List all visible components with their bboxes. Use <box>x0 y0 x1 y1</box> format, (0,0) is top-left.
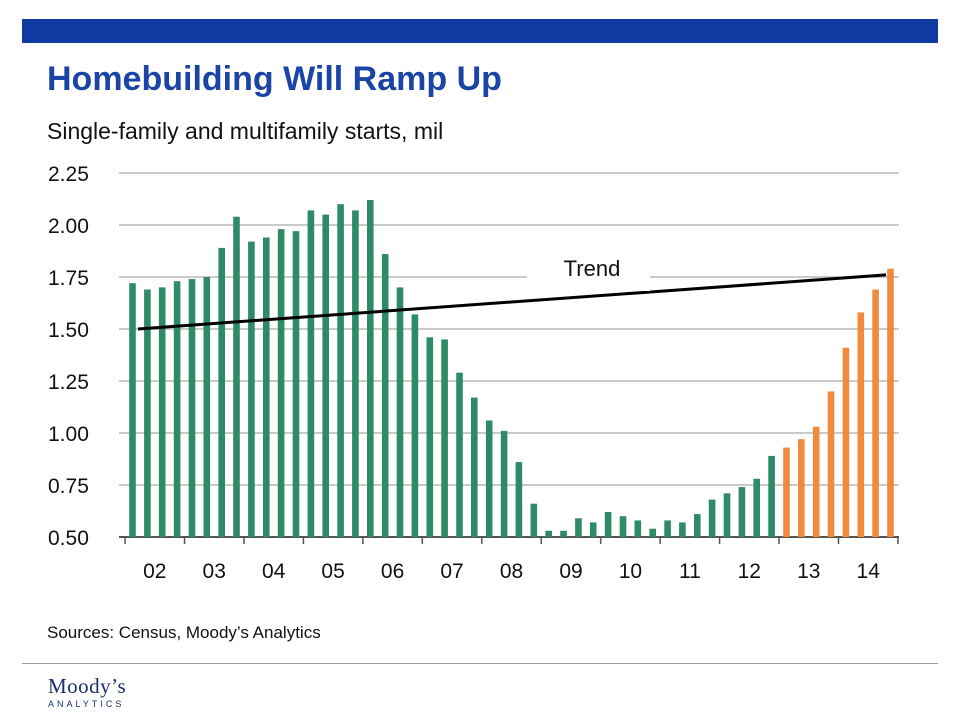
actual-bar <box>218 247 225 537</box>
actual-bar <box>426 337 434 537</box>
footer-divider <box>22 663 938 664</box>
trend-label-background <box>527 255 650 291</box>
actual-bar <box>322 214 329 537</box>
y-tick-label: 0.75 <box>48 475 89 498</box>
actual-bar <box>768 455 775 537</box>
actual-bar <box>723 493 731 537</box>
forecast-bar <box>887 268 894 537</box>
x-tick-label: 09 <box>559 560 582 583</box>
logo-wordmark: Moody’s <box>48 674 127 698</box>
actual-bar <box>738 487 746 537</box>
actual-bar <box>500 430 508 537</box>
forecast-bar <box>798 439 805 537</box>
actual-bar <box>708 499 716 537</box>
actual-bar <box>158 287 166 537</box>
x-tick-label: 07 <box>440 560 463 583</box>
actual-bar <box>664 520 671 537</box>
forecast-bar <box>857 312 865 537</box>
actual-bar <box>277 229 285 537</box>
actual-bar <box>545 530 552 537</box>
x-tick-label: 04 <box>262 560 286 583</box>
actual-bar <box>575 518 582 537</box>
actual-bar <box>441 339 448 537</box>
actual-bar <box>694 514 701 537</box>
actual-bar <box>649 528 656 537</box>
actual-bar <box>471 397 478 537</box>
x-tick-label: 13 <box>797 560 820 583</box>
y-tick-label: 2.00 <box>48 215 89 238</box>
actual-bar <box>144 289 151 537</box>
actual-bar <box>337 204 344 537</box>
actual-bar <box>604 512 612 537</box>
y-tick-label: 0.50 <box>48 527 89 550</box>
x-tick-label: 14 <box>857 560 881 583</box>
x-tick-label: 06 <box>381 560 404 583</box>
actual-bar <box>129 283 136 537</box>
x-tick-label: 05 <box>321 560 344 583</box>
sources-note: Sources: Census, Moody’s Analytics <box>47 623 321 642</box>
actual-bar <box>292 231 300 537</box>
actual-bar <box>515 462 523 537</box>
actual-bar <box>530 503 538 537</box>
x-tick-label: 11 <box>679 560 701 583</box>
header-bar <box>22 19 938 43</box>
forecast-bar <box>812 426 820 537</box>
company-logo: Moody’s ANALYTICS <box>48 674 127 710</box>
chart-subtitle: Single-family and multifamily starts, mi… <box>47 118 444 144</box>
forecast-bar <box>872 289 879 537</box>
trend-line <box>137 273 887 331</box>
forecast-bar <box>842 347 850 537</box>
x-tick-label: 10 <box>619 560 642 583</box>
actual-bar <box>367 200 374 537</box>
x-tick-label: 08 <box>500 560 523 583</box>
actual-bar <box>248 241 255 537</box>
actual-bar <box>411 314 419 537</box>
actual-bar <box>679 522 686 537</box>
y-tick-label: 1.75 <box>48 267 89 290</box>
y-tick-label: 1.00 <box>48 423 89 446</box>
actual-bar <box>485 420 493 537</box>
actual-bar <box>396 287 404 537</box>
actual-bar <box>634 520 642 537</box>
actual-bar <box>307 210 315 537</box>
y-tick-label: 2.25 <box>48 163 89 186</box>
actual-bar <box>560 530 567 537</box>
actual-bar <box>352 210 359 537</box>
actual-bar <box>203 277 211 537</box>
y-tick-label: 1.25 <box>48 371 89 394</box>
x-tick-label: 03 <box>203 560 226 583</box>
actual-bar <box>173 281 181 537</box>
actual-bar <box>188 279 196 537</box>
actual-bar <box>753 478 760 537</box>
actual-bar <box>263 237 270 537</box>
x-tick-label: 12 <box>738 560 761 583</box>
page-title: Homebuilding Will Ramp Up <box>47 60 502 98</box>
actual-bar <box>233 216 240 537</box>
forecast-bar <box>827 391 835 537</box>
forecast-bar <box>783 447 790 537</box>
actual-bar <box>381 254 389 537</box>
trend-label: Trend <box>564 256 621 281</box>
actual-bar <box>456 372 463 537</box>
actual-bar <box>619 516 627 537</box>
actual-bar <box>589 522 597 537</box>
y-tick-label: 1.50 <box>48 319 89 342</box>
x-tick-label: 02 <box>143 560 166 583</box>
logo-tagline: ANALYTICS <box>48 699 125 709</box>
